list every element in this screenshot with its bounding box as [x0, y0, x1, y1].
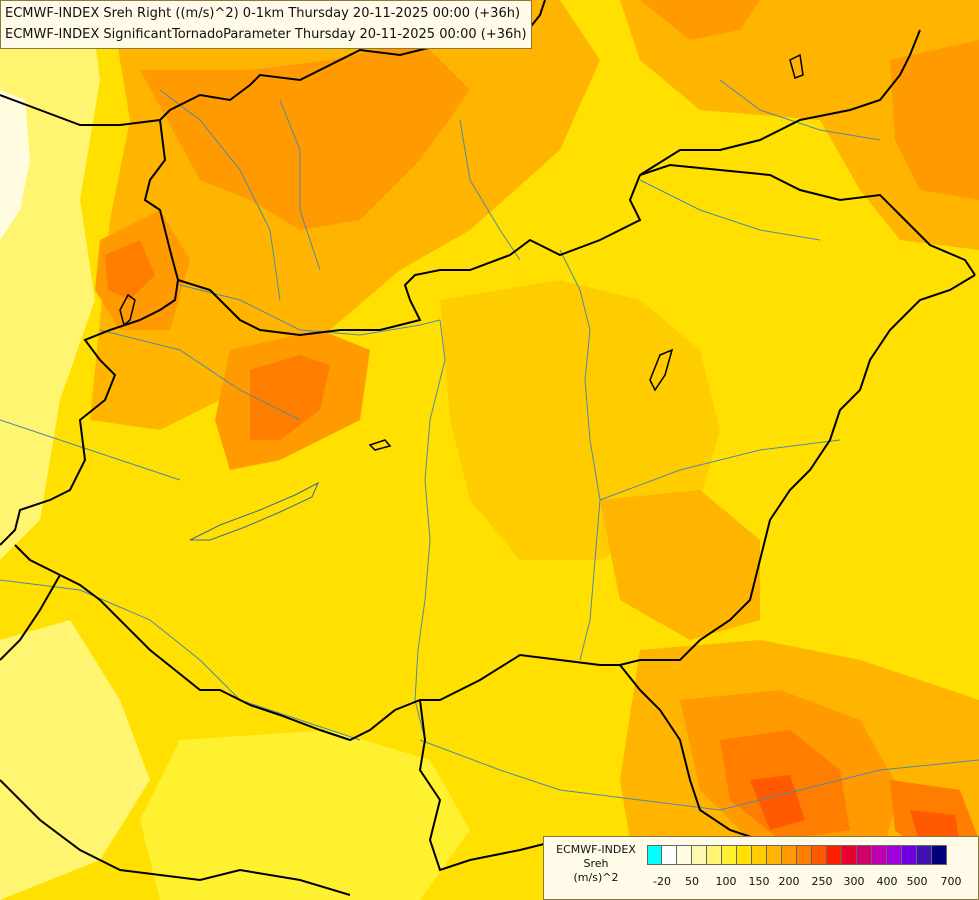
legend-swatch [812, 845, 827, 865]
title-line-1: ECMWF-INDEX Sreh Right ((m/s)^2) 0-1km T… [5, 6, 521, 21]
legend-tick-label: 100 [715, 875, 737, 888]
legend-swatch [842, 845, 857, 865]
legend-tick-label: 300 [843, 875, 865, 888]
legend-swatch [767, 845, 782, 865]
color-legend: ECMWF-INDEX Sreh (m/s)^2 -20 50 100 150 200 2… [543, 836, 979, 900]
legend-swatch [722, 845, 737, 865]
field-red-center [250, 355, 330, 440]
legend-tick-label: 50 [685, 875, 699, 888]
legend-swatch [797, 845, 812, 865]
legend-name: Sreh [583, 857, 609, 870]
legend-swatch [647, 845, 662, 865]
legend-tick-label: 700 [940, 875, 962, 888]
legend-source: ECMWF-INDEX [556, 843, 636, 856]
field-red-west [105, 240, 155, 300]
legend-tick-label: 250 [811, 875, 833, 888]
field-orange-northeast [620, 0, 979, 250]
field-light-southwest [0, 620, 150, 900]
field-orange-central [440, 280, 720, 560]
legend-swatch [902, 845, 917, 865]
field-lowest-west [0, 90, 30, 240]
legend-swatch [917, 845, 932, 865]
legend-tick-label: 150 [748, 875, 770, 888]
legend-tick-label: -20 [653, 875, 671, 888]
field-darkorange-spot [340, 80, 450, 170]
field-light-south [140, 730, 470, 900]
legend-swatch [707, 845, 722, 865]
legend-swatch [827, 845, 842, 865]
legend-ticks: -20 50 100 150 200 250 300 400 500 700 [647, 875, 977, 891]
legend-tick-label: 500 [906, 875, 928, 888]
legend-swatch [872, 845, 887, 865]
legend-swatches [647, 845, 947, 865]
legend-swatch [857, 845, 872, 865]
field-darkorange-northeast [890, 40, 979, 200]
legend-swatch [662, 845, 677, 865]
legend-title: ECMWF-INDEX Sreh (m/s)^2 [548, 843, 644, 885]
field-darkorange-ne-top [640, 0, 760, 40]
legend-tick-label: 400 [876, 875, 898, 888]
field-deepred-serbia [750, 775, 805, 830]
legend-swatch [677, 845, 692, 865]
rivers [0, 79, 979, 811]
field-darkorange-north [140, 40, 470, 230]
field-orange-southeast [600, 490, 760, 640]
legend-swatch [887, 845, 902, 865]
legend-swatch [932, 845, 947, 865]
legend-tick-label: 200 [778, 875, 800, 888]
map-title-box: ECMWF-INDEX Sreh Right ((m/s)^2) 0-1km T… [0, 0, 532, 49]
legend-unit: (m/s)^2 [573, 871, 619, 884]
legend-swatch [782, 845, 797, 865]
legend-swatch [752, 845, 767, 865]
legend-swatch [692, 845, 707, 865]
lake-balaton [189, 481, 320, 541]
legend-swatch [737, 845, 752, 865]
lake-outlines [119, 53, 804, 451]
title-line-2: ECMWF-INDEX SignificantTornadoParameter … [5, 27, 527, 42]
